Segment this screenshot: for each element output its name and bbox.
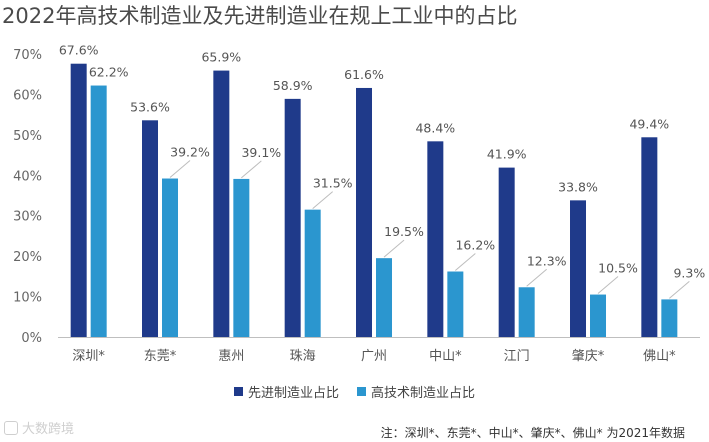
legend-label-advanced: 先进制造业占比 bbox=[247, 386, 339, 401]
data-label-advanced: 61.6% bbox=[344, 67, 384, 82]
bar-advanced bbox=[356, 87, 373, 338]
x-tick-label: 中山* bbox=[429, 349, 462, 364]
data-label-hightech: 9.3% bbox=[673, 265, 705, 280]
bar-hightech bbox=[447, 271, 464, 337]
leader-line bbox=[455, 253, 476, 271]
leader-line bbox=[312, 191, 333, 210]
legend-item-hightech: 高技术制造业占比 bbox=[357, 382, 475, 401]
data-label-advanced: 65.9% bbox=[201, 50, 241, 65]
bar-hightech bbox=[661, 299, 678, 337]
bar-advanced bbox=[142, 120, 159, 337]
axis-layer: 0% 10% 20% 30% 40% 50% 60% 70% 深圳* 东莞* 惠州 珠海 广州 中山* 江门… bbox=[13, 48, 700, 364]
bar-advanced bbox=[427, 141, 444, 337]
x-tick-label: 深圳* bbox=[72, 349, 105, 364]
bar-hightech bbox=[304, 209, 321, 337]
x-tick-label: 广州 bbox=[361, 349, 387, 364]
x-tick-label: 珠海 bbox=[290, 349, 316, 364]
leader-line bbox=[597, 276, 619, 294]
data-label-hightech: 12.3% bbox=[527, 253, 567, 268]
data-label-advanced: 53.6% bbox=[130, 99, 170, 114]
data-label-hightech: 39.1% bbox=[241, 145, 281, 160]
bar-hightech bbox=[590, 294, 607, 337]
data-label-hightech: 19.5% bbox=[384, 224, 424, 239]
bar-advanced bbox=[284, 98, 301, 337]
x-tick-label: 佛山* bbox=[643, 349, 676, 364]
bar-advanced bbox=[641, 137, 658, 337]
x-tick-label: 东莞* bbox=[144, 349, 177, 364]
data-label-hightech: 62.2% bbox=[89, 65, 129, 80]
footnote: 注：深圳*、东莞*、中山*、肇庆*、佛山* 为2021年数据 bbox=[380, 426, 685, 440]
data-label-advanced: 67.6% bbox=[59, 43, 99, 58]
data-label-hightech: 39.2% bbox=[170, 145, 210, 160]
bar-advanced bbox=[70, 63, 87, 338]
data-label-advanced: 33.8% bbox=[558, 179, 598, 194]
bar-advanced bbox=[570, 200, 587, 337]
label-layer: 67.6% 62.2% 53.6% 39.2% 65.9% 39.1% 58.9% 31.5%… bbox=[59, 43, 705, 299]
legend-swatch-hightech bbox=[357, 387, 366, 396]
bar-hightech bbox=[162, 178, 179, 337]
y-tick-label: 0% bbox=[21, 331, 42, 346]
bar-advanced bbox=[213, 70, 230, 337]
data-label-hightech: 16.2% bbox=[455, 238, 495, 253]
bar-hightech bbox=[233, 178, 250, 337]
watermark-logo-icon bbox=[4, 420, 18, 435]
leader-line bbox=[241, 160, 262, 179]
bar-hightech bbox=[376, 258, 393, 337]
data-label-hightech: 31.5% bbox=[313, 176, 353, 191]
legend-item-advanced: 先进制造业占比 bbox=[233, 382, 339, 401]
y-tick-label: 60% bbox=[13, 88, 42, 103]
leader-line bbox=[526, 268, 547, 287]
watermark: 大数跨境 bbox=[4, 418, 74, 437]
bar-hightech bbox=[518, 287, 535, 337]
leader-line bbox=[169, 160, 191, 178]
y-tick-label: 40% bbox=[13, 169, 42, 184]
data-label-advanced: 48.4% bbox=[415, 120, 455, 135]
bar-advanced bbox=[498, 167, 515, 337]
chart-title: 2022年高技术制造业及先进制造业在规上工业中的占比 bbox=[2, 4, 518, 28]
data-label-advanced: 49.4% bbox=[629, 116, 669, 131]
bar-layer bbox=[70, 63, 678, 338]
data-label-advanced: 58.9% bbox=[273, 78, 313, 93]
y-tick-label: 20% bbox=[13, 250, 42, 265]
legend-swatch-advanced bbox=[233, 387, 243, 396]
data-label-hightech: 10.5% bbox=[598, 261, 638, 276]
y-tick-label: 10% bbox=[13, 291, 42, 306]
x-tick-label: 肇庆* bbox=[572, 349, 605, 364]
y-tick-label: 70% bbox=[13, 48, 42, 63]
data-label-advanced: 41.9% bbox=[487, 147, 527, 162]
legend-label-hightech: 高技术制造业占比 bbox=[371, 386, 476, 401]
y-tick-label: 30% bbox=[13, 210, 42, 225]
leader-line bbox=[383, 239, 405, 258]
watermark-text: 大数跨境 bbox=[22, 422, 75, 437]
bar-hightech bbox=[90, 85, 107, 337]
leader-line bbox=[669, 281, 690, 299]
legend: 先进制造业占比 高技术制造业占比 bbox=[0, 382, 709, 401]
y-tick-label: 50% bbox=[13, 129, 42, 144]
x-tick-label: 惠州 bbox=[218, 349, 244, 364]
x-tick-label: 江门 bbox=[504, 349, 530, 364]
